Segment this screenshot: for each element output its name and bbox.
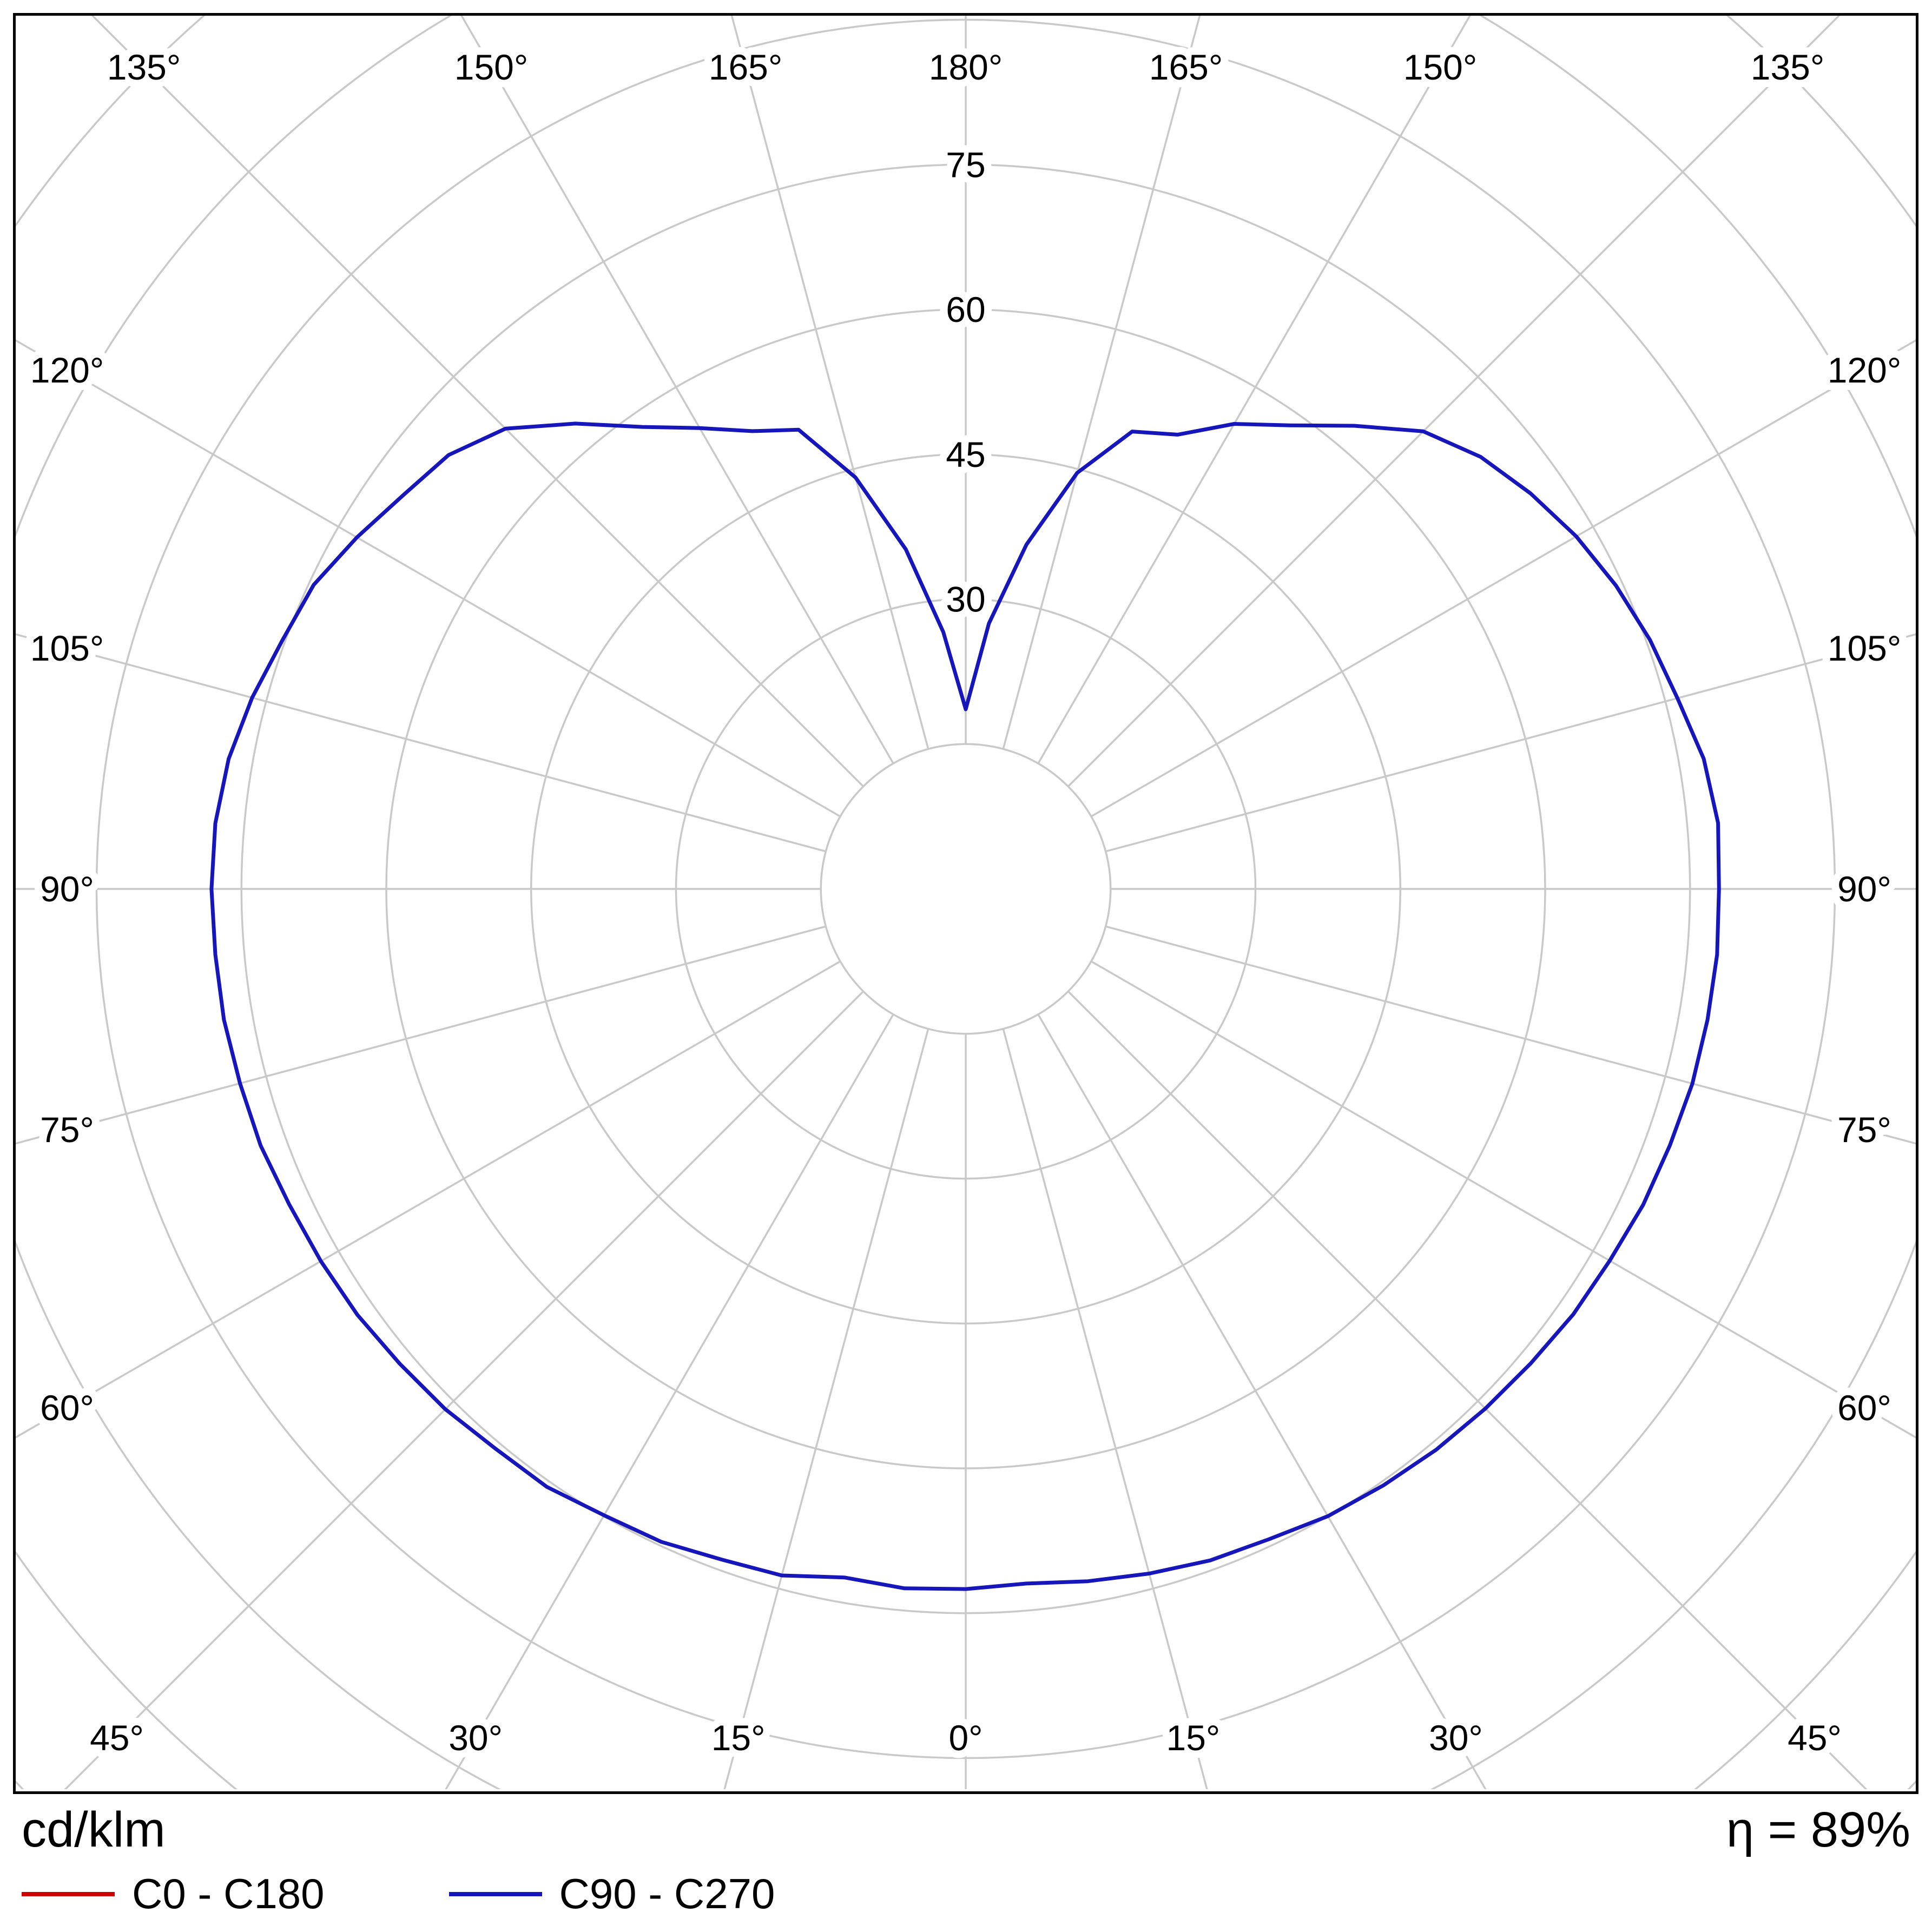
angle-label: 150° [454,47,529,87]
polar-grid [16,16,1916,1789]
angle-label: 30° [449,1718,503,1758]
legend-swatch [449,1891,542,1896]
grid-spoke [16,633,826,853]
angle-label: 165° [1149,47,1223,87]
grid-spoke [445,1014,894,1789]
angle-label: 0° [948,1718,983,1758]
legend: C0 - C180 C90 - C270 [22,1869,1910,1918]
curve-c90-c270 [209,421,1721,1591]
grid-spoke [1091,339,1916,817]
angle-label: 15° [711,1718,766,1758]
angle-label: 90° [1837,869,1891,909]
grid-spoke [723,1028,929,1789]
grid-spoke [1067,16,1841,787]
grid-spoke [1105,633,1916,853]
grid-spoke [1002,1028,1208,1789]
angle-label: 45° [90,1718,144,1758]
angle-label: 180° [929,47,1003,87]
grid-spoke [1091,960,1916,1439]
radial-tick-label: 30 [946,579,985,619]
grid-circle [820,743,1112,1035]
angle-label: 165° [709,47,783,87]
grid-spoke [64,991,864,1789]
angle-label: 15° [1166,1718,1220,1758]
legend-swatch [22,1891,115,1896]
grid-spoke [1067,991,1868,1789]
angle-label: 150° [1403,47,1478,87]
angle-label: 120° [1828,350,1902,390]
radial-tick-labels: 30 45 60 75 [938,137,993,627]
angle-label: 135° [107,47,181,87]
efficiency-label: η = 89% [1726,1802,1910,1857]
grid-spoke [16,960,841,1439]
legend-label: C90 - C270 [559,1870,775,1918]
angle-labels: 0° 15° 15° 30° 30° 45° 45° 60° 60° 75° 75° 90° 90° 10… [23,39,1909,1765]
angle-label: 75° [1837,1110,1891,1150]
legend-label: C0 - C180 [132,1870,325,1918]
grid-spoke [1037,16,1471,764]
angle-label: 75° [40,1110,94,1150]
unit-label: cd/klm [22,1802,166,1857]
radial-tick-label: 75 [946,144,985,184]
footer-row: cd/klm η = 89% [22,1802,1910,1857]
angle-label: 30° [1429,1718,1483,1758]
grid-spoke [16,339,841,817]
angle-label: 45° [1788,1718,1842,1758]
angle-label: 135° [1751,47,1825,87]
angle-label: 120° [30,350,104,390]
angle-label: 105° [30,628,104,668]
grid-spoke [91,16,864,787]
grid-spoke [460,16,894,764]
chart-root: 30 45 60 75 0° 15° 15° 30° 30° 45° 45° 60° 60° 75° 75°… [16,16,1916,1789]
angle-label: 105° [1828,628,1902,668]
radial-tick-label: 60 [946,289,985,329]
grid-spoke [1037,1014,1487,1789]
angle-label: 90° [40,869,94,909]
legend-item-c90-c270: C90 - C270 [449,1869,775,1918]
angle-label: 60° [40,1388,94,1428]
angle-label: 60° [1837,1388,1891,1428]
polar-chart-frame: 30 45 60 75 0° 15° 15° 30° 30° 45° 45° 60° 60° 75° 75°… [13,13,1918,1794]
polar-chart: 30 45 60 75 0° 15° 15° 30° 30° 45° 45° 60° 60° 75° 75°… [16,16,1916,1789]
radial-tick-label: 45 [946,434,985,474]
chart-footer: cd/klm η = 89% C0 - C180 C90 - C270 [22,1802,1910,1918]
grid-spoke [1105,925,1916,1145]
legend-item-c0-c180: C0 - C180 [22,1869,325,1918]
grid-spoke [16,925,826,1145]
grid-spoke [730,16,929,749]
grid-spoke [1002,16,1201,749]
